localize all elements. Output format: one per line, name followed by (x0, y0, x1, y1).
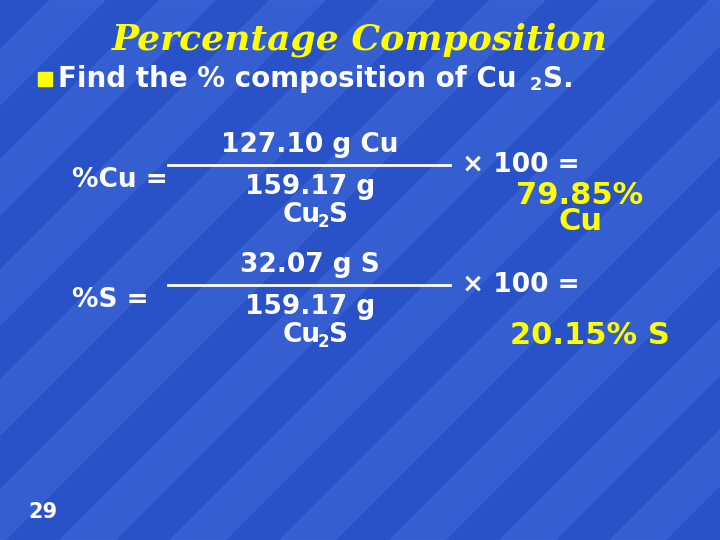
Polygon shape (60, 0, 655, 540)
Text: 79.85%: 79.85% (516, 180, 644, 210)
Polygon shape (390, 0, 720, 540)
Text: Cu: Cu (283, 202, 321, 228)
Polygon shape (500, 0, 720, 540)
Text: 2: 2 (530, 76, 542, 94)
Text: × 100 =: × 100 = (462, 152, 580, 178)
Text: 20.15% S: 20.15% S (510, 321, 670, 349)
Text: 32.07 g S: 32.07 g S (240, 252, 380, 278)
Polygon shape (0, 0, 545, 540)
Text: Find the % composition of Cu: Find the % composition of Cu (58, 65, 517, 93)
Text: %Cu =: %Cu = (72, 167, 168, 193)
Text: Cu: Cu (558, 207, 602, 237)
Text: 2: 2 (318, 213, 330, 231)
Polygon shape (170, 0, 720, 540)
Text: 159.17 g: 159.17 g (245, 174, 375, 200)
Text: 29: 29 (28, 502, 57, 522)
Polygon shape (280, 0, 720, 540)
Text: S: S (328, 202, 347, 228)
Polygon shape (0, 0, 325, 540)
Text: %S =: %S = (72, 287, 148, 313)
Text: Cu: Cu (283, 322, 321, 348)
Text: 2: 2 (318, 333, 330, 351)
Text: 127.10 g Cu: 127.10 g Cu (221, 132, 399, 158)
Polygon shape (610, 0, 720, 540)
Bar (38, 72, 52, 86)
Text: S.: S. (543, 65, 574, 93)
Text: Percentage Composition: Percentage Composition (112, 23, 608, 57)
Polygon shape (0, 0, 105, 540)
Polygon shape (0, 0, 435, 540)
Polygon shape (0, 0, 215, 540)
Text: × 100 =: × 100 = (462, 272, 580, 298)
Text: S: S (328, 322, 347, 348)
Text: 159.17 g: 159.17 g (245, 294, 375, 320)
